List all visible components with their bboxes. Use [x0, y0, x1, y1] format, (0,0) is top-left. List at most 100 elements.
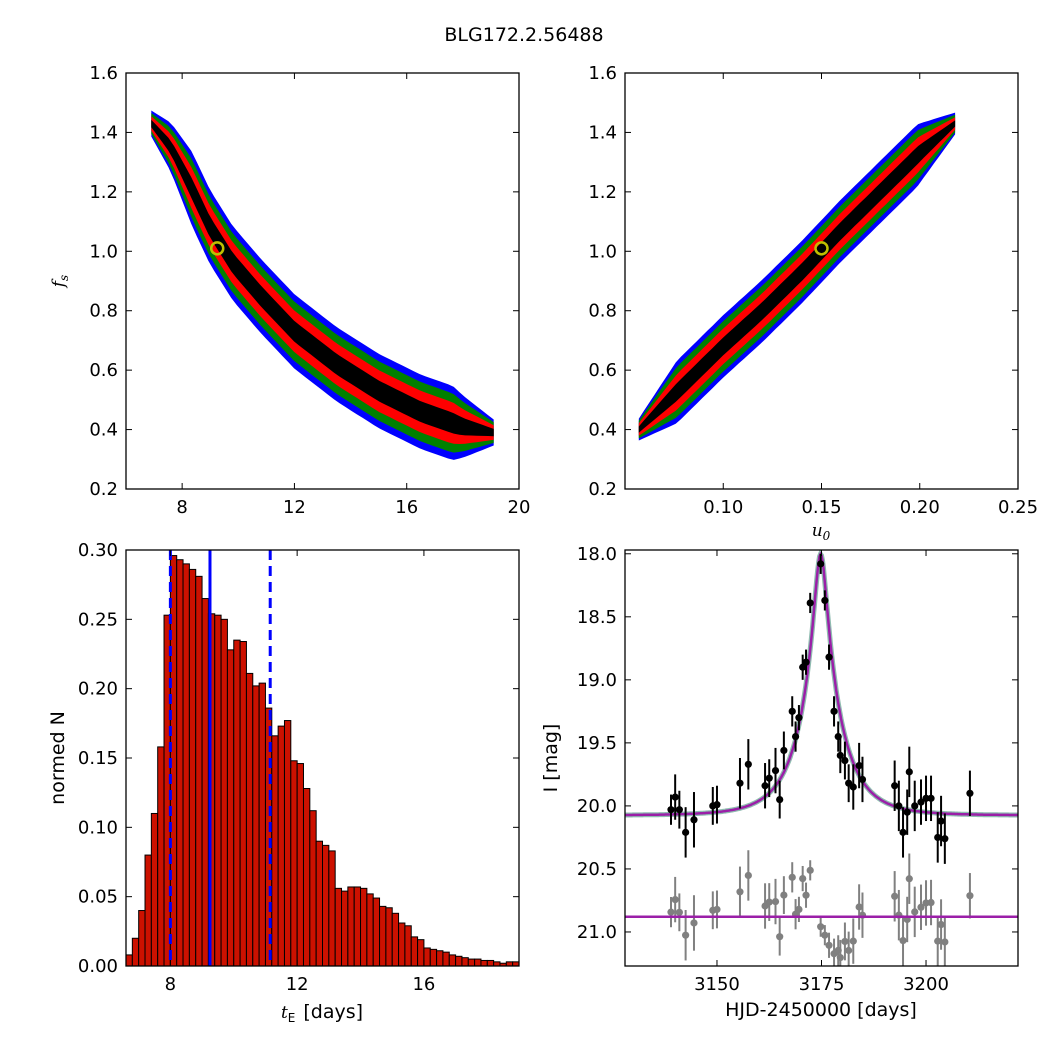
histogram-bar [277, 725, 285, 967]
y-tick-label: 1.4 [89, 122, 118, 143]
histogram-bar [417, 939, 425, 967]
histogram-bar [245, 672, 254, 967]
histogram-bar [341, 890, 349, 967]
histogram-bar [201, 598, 209, 967]
residual-point [671, 896, 679, 904]
histogram-bar [258, 682, 266, 967]
histogram-bar [404, 925, 412, 967]
histogram-bar [486, 959, 495, 967]
histogram-bar [283, 720, 292, 967]
data-point [855, 761, 863, 770]
y-tick-label: 19.0 [577, 670, 617, 691]
histogram-bar [302, 788, 311, 967]
x-tick-label: 0.20 [900, 497, 940, 518]
residual-point [836, 953, 844, 962]
residual-point [911, 908, 919, 916]
histogram-bar [226, 649, 235, 967]
y-tick-label: 0.6 [89, 360, 118, 381]
y-tick-label: 0.25 [78, 609, 118, 630]
data-point [927, 794, 935, 802]
model-band [625, 550, 1018, 818]
data-point [911, 802, 919, 810]
data-point [934, 833, 942, 842]
residual-point [891, 892, 899, 900]
residual-point [825, 941, 833, 949]
histogram-bar [334, 887, 343, 967]
model-curve [625, 551, 1018, 817]
data-point [780, 746, 788, 755]
histogram-bar [474, 958, 482, 967]
histogram-bar [144, 854, 152, 967]
x-tick-label: 12 [283, 497, 306, 518]
data-point [836, 751, 844, 760]
residual-point [788, 873, 796, 881]
residual-point [845, 946, 853, 955]
histogram-bar [429, 948, 438, 967]
y-tick-label: 1.4 [588, 122, 617, 143]
panel-tE-histogram: 8 12 16 0.00 0.05 0.10 0.15 0.20 0.25 0.30 normed… [47, 540, 520, 1025]
histogram-bar [360, 887, 368, 967]
histogram-bar [442, 951, 450, 967]
histogram-bar [252, 685, 260, 967]
data-point [895, 802, 903, 810]
histogram-bar [448, 954, 457, 967]
residual-point [690, 919, 698, 927]
histogram-bar [271, 735, 279, 967]
x-tick-label: 3200 [903, 974, 949, 995]
x-tick-label: 8 [176, 497, 187, 518]
histogram-bar [220, 618, 228, 967]
residual-point [941, 938, 949, 946]
residual-point [855, 903, 863, 911]
histogram-bar [150, 812, 159, 967]
histogram-bar [214, 614, 222, 967]
data-point [761, 782, 769, 790]
y-tick-label: 0.2 [89, 479, 118, 500]
x-tick-label: 16 [395, 497, 418, 518]
y-tick-label: 0.4 [89, 420, 118, 441]
y-tick-label: 19.5 [577, 733, 617, 754]
histogram-bar [290, 760, 298, 967]
residual-point [713, 905, 721, 914]
residual-point [802, 891, 810, 899]
histogram-bar [461, 957, 469, 967]
histogram-bar [436, 950, 444, 967]
histogram-bar [455, 955, 463, 967]
histogram-bar [398, 922, 406, 967]
x-tick-label: 8 [165, 974, 176, 995]
x-axis-label: HJD-2450000 [days] [725, 999, 917, 1021]
best-fit-marker [814, 241, 829, 256]
residual-point [780, 891, 788, 899]
histogram-bar [309, 810, 317, 967]
y-tick-label: 1.2 [588, 182, 617, 203]
contour-level-1 [638, 120, 956, 433]
histogram-bar [372, 897, 381, 967]
data-point [937, 817, 945, 825]
contour-level-4 [151, 110, 494, 460]
residual-point [776, 933, 784, 941]
data-point [744, 760, 752, 768]
data-point [765, 774, 773, 782]
histogram-bar [366, 893, 374, 967]
data-point [825, 653, 833, 661]
residual-point [744, 871, 752, 880]
residual-point [927, 898, 935, 907]
x-tick-label: 16 [412, 974, 435, 995]
x-tick-label: 0.15 [801, 497, 841, 518]
y-tick-label: 0.8 [588, 301, 617, 322]
y-tick-label: 0.30 [78, 540, 118, 561]
y-tick-label: 1.6 [588, 63, 617, 84]
data-point [713, 801, 721, 809]
residual-point [736, 888, 744, 896]
residual-point [771, 897, 780, 906]
y-tick-label: 0.00 [78, 956, 118, 977]
data-point [682, 828, 690, 836]
axes-frame [624, 549, 1019, 967]
histogram-bar [379, 905, 387, 967]
x-axis-label: tE [days] [281, 1001, 363, 1025]
x-axis-label: u0 [812, 521, 831, 543]
histogram-bar [125, 954, 133, 967]
histogram-bar [328, 850, 336, 967]
panel-lightcurve: 3150 3175 3200 18.0 18.5 19.0 19.5 20.0 20.5 21.0… [540, 544, 1019, 1021]
y-tick-label: 0.05 [78, 887, 118, 908]
